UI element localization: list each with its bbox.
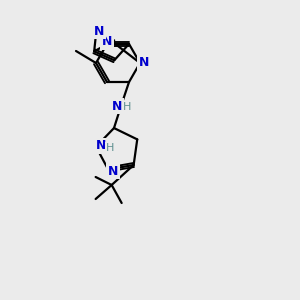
- Text: H: H: [106, 143, 114, 153]
- Text: N: N: [108, 165, 119, 178]
- Text: H: H: [123, 102, 131, 112]
- Text: N: N: [139, 56, 149, 70]
- Text: N: N: [112, 100, 122, 112]
- Text: N: N: [94, 25, 105, 38]
- Text: N: N: [96, 139, 106, 152]
- Text: N: N: [102, 35, 112, 48]
